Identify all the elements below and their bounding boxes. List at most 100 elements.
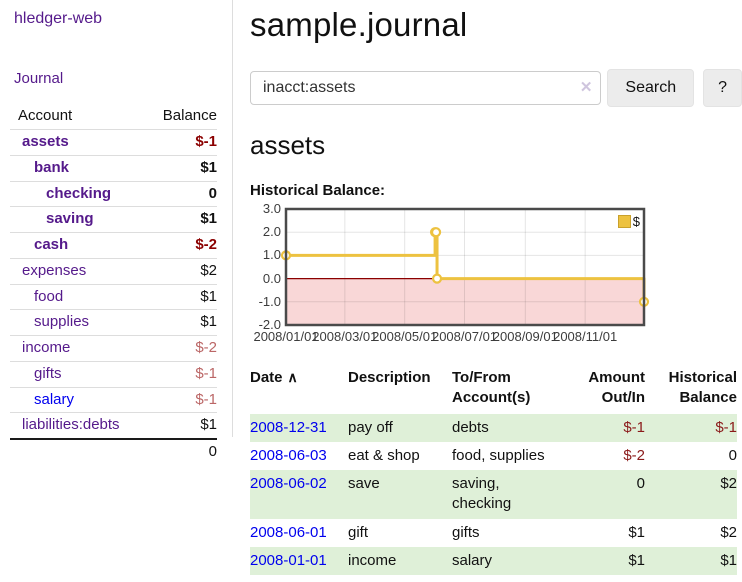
app-title-link[interactable]: hledger-web xyxy=(14,10,103,27)
account-row: food $1 xyxy=(10,284,217,310)
account-balance: $1 xyxy=(200,416,217,434)
description-column-header: Description xyxy=(348,369,431,386)
account-balance: $1 xyxy=(200,210,217,228)
account-balance: $1 xyxy=(200,313,217,331)
register-table-body: 2008-12-31 pay off debts $-1 $-1 2008-06-03 ea… xyxy=(250,413,737,575)
legend-swatch-icon xyxy=(617,215,631,228)
search-box: ✕ xyxy=(250,71,602,105)
accounts-column-header: To/From Account(s) xyxy=(452,369,531,407)
account-balance: $-1 xyxy=(195,390,217,408)
account-row: assets $-1 xyxy=(10,129,217,156)
account-balance: $-1 xyxy=(195,364,217,382)
account-link[interactable]: supplies xyxy=(34,313,90,331)
account-link[interactable]: assets xyxy=(22,133,69,150)
accounts-cell: salary xyxy=(452,551,493,569)
amount-cell: $-2 xyxy=(623,446,645,464)
main-content: sample.journal ✕ Search ? assets Histori… xyxy=(250,0,742,575)
account-row: bank $1 xyxy=(10,155,217,181)
chart-canvas xyxy=(280,207,650,327)
amount-cell: $1 xyxy=(628,551,645,569)
search-button[interactable]: Search xyxy=(607,69,695,107)
account-balance: $2 xyxy=(200,261,217,279)
account-link[interactable]: cash xyxy=(34,236,69,253)
sidebar: hledger-web Journal Account Balance asse… xyxy=(0,0,233,460)
table-row: 2008-06-01 gift gifts $1 $2 xyxy=(250,519,737,547)
account-row: supplies $1 xyxy=(10,309,217,336)
account-link[interactable]: income xyxy=(22,339,71,356)
sidebar-item-journal[interactable]: Journal xyxy=(14,70,64,87)
chart-title: Historical Balance: xyxy=(250,182,386,199)
search-form: ✕ Search ? xyxy=(250,69,742,107)
date-column-header: Date ∧ xyxy=(250,369,298,386)
x-tick-label: 2008/01/01 xyxy=(253,329,319,344)
clear-search-icon[interactable]: ✕ xyxy=(579,79,593,96)
account-balance: $-1 xyxy=(195,133,217,150)
description-cell: gift xyxy=(348,523,369,541)
account-balance-table: Account Balance assets $-1 bank $1 checking 0… xyxy=(10,104,217,465)
account-link[interactable]: saving xyxy=(46,210,94,228)
x-tick-label: 2008/05/01 xyxy=(372,329,438,344)
register-table: Date ∧ Description To/From Account(s) Amo… xyxy=(250,366,737,575)
sort-ascending-icon: ∧ xyxy=(287,369,298,385)
amount-cell: $1 xyxy=(628,523,645,541)
chart-legend: $ xyxy=(617,214,640,229)
legend-label: $ xyxy=(632,214,640,229)
date-link[interactable]: 2008-06-01 xyxy=(250,523,327,541)
y-tick-label: -2.0 xyxy=(258,317,281,332)
total-balance: 0 xyxy=(208,443,217,460)
x-tick-label: 2008/09/01 xyxy=(492,329,558,344)
date-link[interactable]: 2008-06-03 xyxy=(250,446,327,464)
account-row: cash $-2 xyxy=(10,232,217,259)
description-cell: pay off xyxy=(348,418,393,436)
x-tick-label: 2008/11/01 xyxy=(553,329,618,344)
account-link[interactable]: gifts xyxy=(34,364,62,382)
account-link[interactable]: liabilities:debts xyxy=(22,416,120,434)
accounts-cell: food, supplies xyxy=(452,446,545,464)
account-row: salary $-1 xyxy=(10,387,217,413)
historical-balance-chart: 3.0 2.0 1.0 0.0 -1.0 -2.0 2008/01/01 2008/03/0… xyxy=(250,201,742,349)
balance-cell: $-1 xyxy=(715,418,737,436)
account-link[interactable]: expenses xyxy=(22,261,87,279)
amount-cell: 0 xyxy=(636,475,645,492)
date-link[interactable]: 2008-12-31 xyxy=(250,418,327,436)
balance-cell: 0 xyxy=(728,446,737,464)
account-row: income $-2 xyxy=(10,335,217,362)
table-row: 2008-06-02 save saving, checking 0 $2 xyxy=(250,470,737,519)
account-link[interactable]: salary xyxy=(34,390,75,408)
account-balance: $1 xyxy=(200,287,217,305)
balance-column-header: Historical Balance xyxy=(668,369,737,407)
account-column-header: Account xyxy=(18,107,73,124)
total-row: 0 xyxy=(10,439,217,465)
account-row: gifts $-1 xyxy=(10,361,217,387)
amount-cell: $-1 xyxy=(623,418,645,436)
account-balance: $-2 xyxy=(195,339,217,356)
account-link[interactable]: checking xyxy=(46,184,112,202)
y-tick-label: -1.0 xyxy=(258,293,281,309)
help-button[interactable]: ? xyxy=(703,69,742,107)
date-link[interactable]: 2008-01-01 xyxy=(250,551,327,569)
amount-column-header: Amount Out/In xyxy=(588,369,645,407)
balance-cell: $2 xyxy=(720,475,737,492)
account-balance: 0 xyxy=(208,184,217,202)
balance-column-header: Balance xyxy=(162,107,217,124)
account-balance: $-2 xyxy=(195,236,217,253)
account-row: saving $1 xyxy=(10,206,217,233)
description-cell: save xyxy=(348,475,380,492)
search-input[interactable] xyxy=(250,71,602,105)
y-tick-label: 0.0 xyxy=(262,270,281,286)
account-row: expenses $2 xyxy=(10,258,217,284)
account-balance: $1 xyxy=(200,158,217,176)
account-link[interactable]: bank xyxy=(34,158,70,176)
table-row: 2008-01-01 income salary $1 $1 xyxy=(250,546,737,575)
y-tick-label: 2.0 xyxy=(262,224,281,240)
accounts-cell: saving, checking xyxy=(452,475,512,513)
page-title: sample.journal xyxy=(250,6,468,43)
date-link[interactable]: 2008-06-02 xyxy=(250,475,327,492)
balance-cell: $2 xyxy=(720,523,737,541)
x-tick-label: 2008/03/01 xyxy=(312,329,378,344)
account-link[interactable]: food xyxy=(34,287,64,305)
table-row: 2008-06-03 eat & shop food, supplies $-2 0 xyxy=(250,442,737,470)
accounts-cell: debts xyxy=(452,418,489,436)
description-cell: income xyxy=(348,551,397,569)
account-rows: assets $-1 bank $1 checking 0 saving $1 cash $-2 e… xyxy=(10,129,217,440)
